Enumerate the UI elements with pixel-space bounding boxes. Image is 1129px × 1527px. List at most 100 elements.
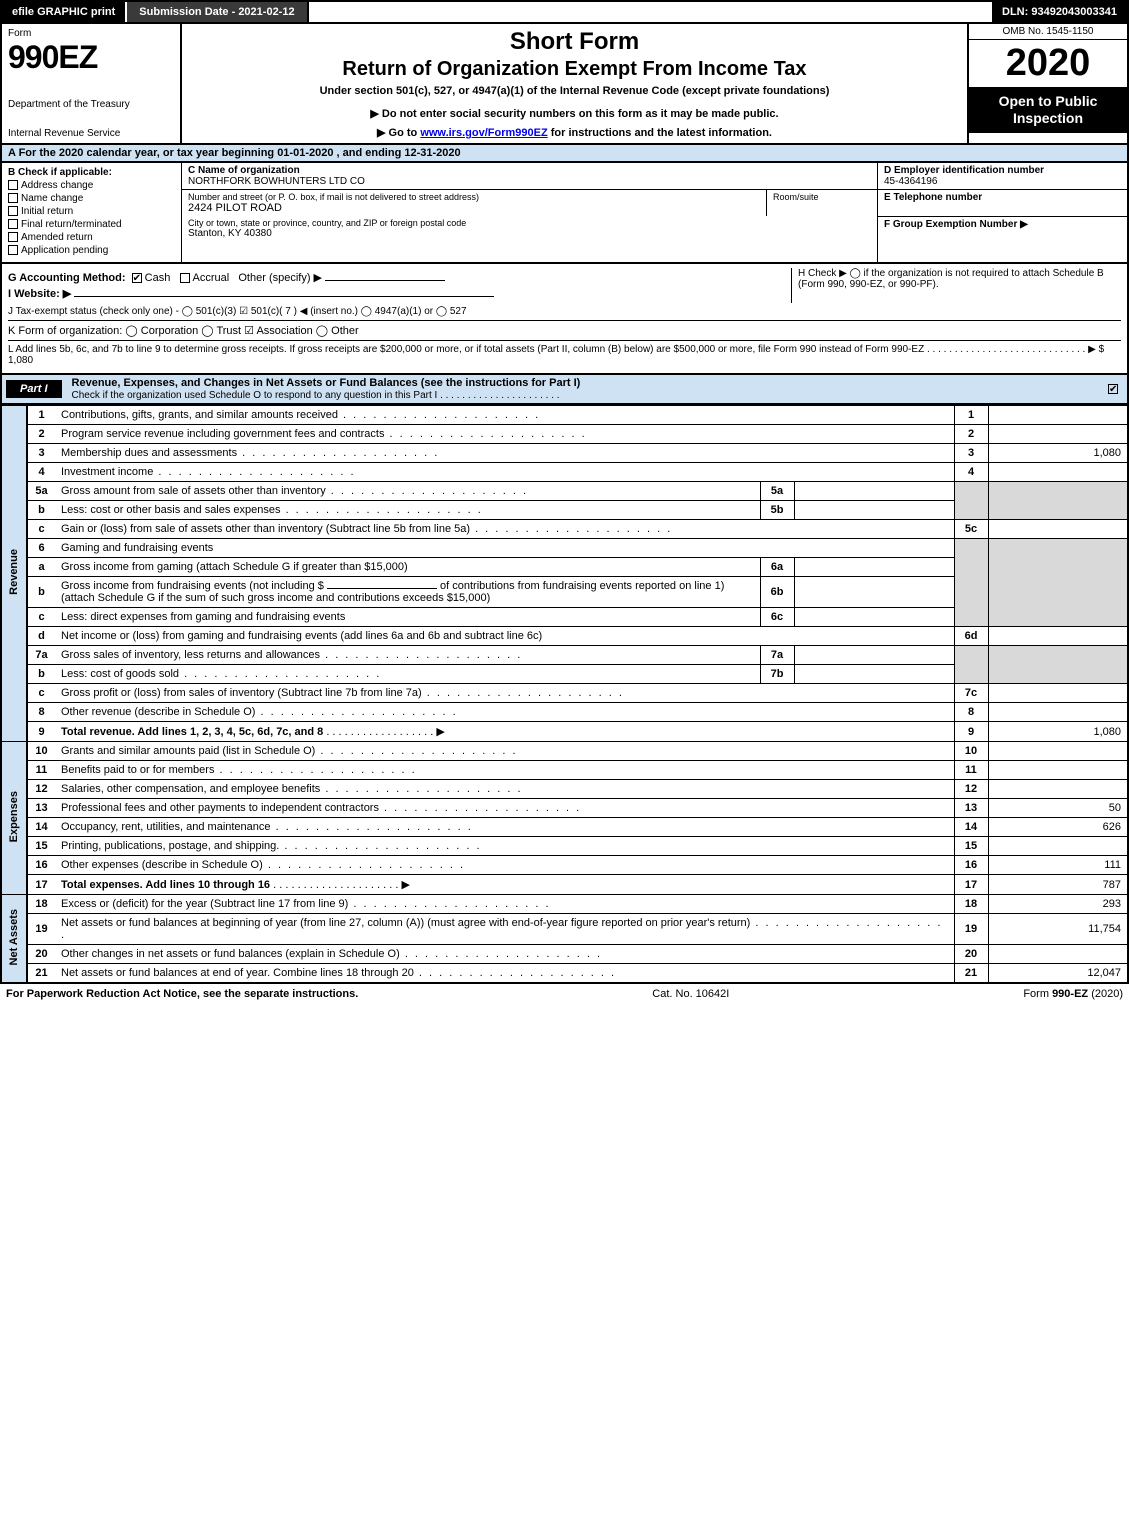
form-number: 990EZ — [8, 39, 174, 76]
rn-18: 18 — [954, 895, 988, 914]
footer-mid: Cat. No. 10642I — [652, 988, 729, 1000]
ein-label: D Employer identification number — [884, 165, 1121, 176]
note2-pre: ▶ Go to — [377, 127, 420, 139]
ln-3: 3 — [27, 444, 55, 463]
ln-9: 9 — [27, 722, 55, 742]
val-10 — [988, 742, 1128, 761]
ln-12: 12 — [27, 780, 55, 799]
desc-6a: Gross income from gaming (attach Schedul… — [55, 558, 760, 577]
title-return: Return of Organization Exempt From Incom… — [190, 58, 959, 81]
val-3: 1,080 — [988, 444, 1128, 463]
subval-6b — [794, 577, 954, 608]
val-8 — [988, 703, 1128, 722]
rn-14: 14 — [954, 818, 988, 837]
street: 2424 PILOT ROAD — [188, 202, 760, 214]
topbar-spacer — [307, 2, 992, 22]
ln-17: 17 — [27, 875, 55, 895]
vhdr-revenue: Revenue — [1, 406, 27, 742]
subval-5b — [794, 501, 954, 520]
group-exemption-label: F Group Exemption Number ▶ — [884, 219, 1121, 230]
note-link: ▶ Go to www.irs.gov/Form990EZ for instru… — [190, 126, 959, 139]
rn-5ab-shade — [954, 482, 988, 520]
desc-5a: Gross amount from sale of assets other t… — [55, 482, 760, 501]
rn-8: 8 — [954, 703, 988, 722]
efile-print-button[interactable]: efile GRAPHIC print — [2, 2, 127, 22]
rn-1: 1 — [954, 406, 988, 425]
cb-name-change[interactable]: Name change — [8, 193, 175, 204]
ln-8: 8 — [27, 703, 55, 722]
val-4 — [988, 463, 1128, 482]
row-h: H Check ▶ ◯ if the organization is not r… — [791, 268, 1121, 303]
rn-2: 2 — [954, 425, 988, 444]
rn-7-shade — [954, 646, 988, 684]
val-20 — [988, 945, 1128, 964]
ln-6: 6 — [27, 539, 55, 558]
vhdr-expenses: Expenses — [1, 742, 27, 895]
ln-2: 2 — [27, 425, 55, 444]
cb-final-return[interactable]: Final return/terminated — [8, 219, 175, 230]
form-header: Form 990EZ Department of the Treasury In… — [0, 24, 1129, 145]
val-16: 111 — [988, 856, 1128, 875]
ln-5b: b — [27, 501, 55, 520]
title-short-form: Short Form — [190, 28, 959, 56]
vhdr-netassets: Net Assets — [1, 895, 27, 984]
ln-6a: a — [27, 558, 55, 577]
subval-7b — [794, 665, 954, 684]
irs-link[interactable]: www.irs.gov/Form990EZ — [420, 127, 547, 139]
desc-18: Excess or (deficit) for the year (Subtra… — [55, 895, 954, 914]
cb-cash[interactable] — [132, 273, 142, 283]
cb-application-pending[interactable]: Application pending — [8, 245, 175, 256]
ln-11: 11 — [27, 761, 55, 780]
lines-table: Revenue 1 Contributions, gifts, grants, … — [0, 405, 1129, 984]
ln-16: 16 — [27, 856, 55, 875]
subval-7a — [794, 646, 954, 665]
row-j: J Tax-exempt status (check only one) - ◯… — [8, 306, 1121, 317]
subtitle: Under section 501(c), 527, or 4947(a)(1)… — [190, 85, 959, 97]
desc-10: Grants and similar amounts paid (list in… — [55, 742, 954, 761]
dept-treasury: Department of the Treasury — [8, 99, 174, 110]
ln-15: 15 — [27, 837, 55, 856]
cell-ein: D Employer identification number 45-4364… — [878, 163, 1127, 190]
ln-18: 18 — [27, 895, 55, 914]
row-l: L Add lines 5b, 6c, and 7b to line 9 to … — [8, 340, 1121, 366]
subval-6c — [794, 608, 954, 627]
desc-17: Total expenses. Add lines 10 through 16 … — [55, 875, 954, 895]
cb-accrual[interactable] — [180, 273, 190, 283]
desc-5b: Less: cost or other basis and sales expe… — [55, 501, 760, 520]
ln-5a: 5a — [27, 482, 55, 501]
desc-3: Membership dues and assessments — [55, 444, 954, 463]
sub-6a: 6a — [760, 558, 794, 577]
ln-7a: 7a — [27, 646, 55, 665]
val-15 — [988, 837, 1128, 856]
col-d: D Employer identification number 45-4364… — [877, 163, 1127, 262]
col-b-header: B Check if applicable: — [8, 167, 175, 178]
rn-4: 4 — [954, 463, 988, 482]
room-label: Room/suite — [773, 192, 871, 202]
subval-6a — [794, 558, 954, 577]
sub-5b: 5b — [760, 501, 794, 520]
val-7-shade — [988, 646, 1128, 684]
val-11 — [988, 761, 1128, 780]
cb-initial-return[interactable]: Initial return — [8, 206, 175, 217]
header-mid: Short Form Return of Organization Exempt… — [182, 24, 967, 143]
cb-amended-return[interactable]: Amended return — [8, 232, 175, 243]
desc-8: Other revenue (describe in Schedule O) — [55, 703, 954, 722]
header-right: OMB No. 1545-1150 2020 Open to Public In… — [967, 24, 1127, 143]
val-21: 12,047 — [988, 964, 1128, 984]
cell-city: City or town, state or province, country… — [182, 216, 877, 241]
ln-5c: c — [27, 520, 55, 539]
rn-17: 17 — [954, 875, 988, 895]
desc-6c: Less: direct expenses from gaming and fu… — [55, 608, 760, 627]
desc-5c: Gain or (loss) from sale of assets other… — [55, 520, 954, 539]
sub-6c: 6c — [760, 608, 794, 627]
part1-checkbox[interactable] — [1102, 381, 1127, 397]
val-6-shade — [988, 539, 1128, 627]
col-c: C Name of organization NORTHFORK BOWHUNT… — [182, 163, 877, 262]
cb-address-change[interactable]: Address change — [8, 180, 175, 191]
val-18: 293 — [988, 895, 1128, 914]
desc-21: Net assets or fund balances at end of ye… — [55, 964, 954, 984]
submission-date: Submission Date - 2021-02-12 — [127, 2, 306, 22]
part1-title: Revenue, Expenses, and Changes in Net As… — [66, 375, 1102, 403]
ln-13: 13 — [27, 799, 55, 818]
street-label: Number and street (or P. O. box, if mail… — [188, 192, 760, 202]
